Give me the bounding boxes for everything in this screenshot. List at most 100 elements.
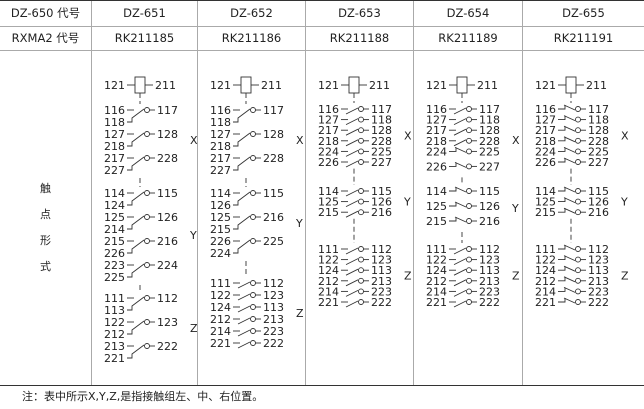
terminal-label: 216 bbox=[157, 235, 178, 248]
terminal-label: 223 bbox=[104, 259, 125, 272]
changeover-blade-icon bbox=[127, 344, 145, 359]
contact-point-icon bbox=[144, 131, 150, 137]
terminal-label: 122 bbox=[210, 289, 231, 302]
model-cell: DZ-652 bbox=[230, 6, 273, 20]
break-blade-icon bbox=[454, 216, 467, 223]
terminal-label: 127 bbox=[318, 114, 339, 127]
contact-point-icon bbox=[144, 262, 150, 268]
make-blade-icon bbox=[453, 128, 467, 136]
changeover-blade-icon bbox=[127, 320, 145, 335]
terminal-label: 122 bbox=[535, 254, 556, 267]
contact-lead bbox=[558, 115, 566, 121]
make-blade-icon bbox=[237, 317, 251, 325]
contact-point-icon bbox=[358, 246, 364, 252]
terminal-label: 116 bbox=[104, 104, 125, 117]
terminal-label: 115 bbox=[588, 185, 609, 198]
contact-point-icon bbox=[144, 214, 150, 220]
contact-lead bbox=[449, 147, 457, 152]
terminal-label: 217 bbox=[104, 152, 125, 165]
terminal-label: 128 bbox=[263, 128, 284, 141]
contact-point-icon bbox=[466, 188, 472, 194]
terminal-label: 113 bbox=[104, 304, 125, 317]
break-blade-icon bbox=[454, 201, 467, 208]
terminal-label: 214 bbox=[426, 285, 447, 298]
break-blade-icon bbox=[563, 297, 576, 304]
terminal-label: 123 bbox=[479, 254, 500, 267]
terminal-label: 118 bbox=[479, 114, 500, 127]
contact-point-icon bbox=[466, 246, 472, 252]
terminal-label: 214 bbox=[104, 223, 125, 236]
terminal-label: 117 bbox=[479, 103, 500, 116]
row1-header: DZ-650 代号 bbox=[10, 6, 81, 20]
code-cell: RK211188 bbox=[329, 31, 390, 45]
break-blade-icon bbox=[563, 115, 576, 122]
contact-point-icon bbox=[250, 316, 256, 322]
contact-form-table: DZ-650 代号 RXMA2 代号 DZ-651 DZ-652 DZ-653 … bbox=[0, 0, 644, 386]
terminal-label: 216 bbox=[588, 206, 609, 219]
contact-point-icon bbox=[575, 137, 581, 144]
group-label: Y bbox=[403, 196, 411, 209]
coil-left-terminal: 121 bbox=[318, 79, 339, 92]
changeover-blade-icon bbox=[127, 239, 145, 254]
terminal-label: 128 bbox=[588, 124, 609, 137]
contact-lead bbox=[558, 266, 566, 271]
terminal-label: 114 bbox=[426, 185, 447, 198]
terminal-label: 225 bbox=[588, 145, 609, 158]
break-blade-icon bbox=[563, 125, 576, 132]
contact-point-icon bbox=[144, 190, 150, 196]
make-blade-icon bbox=[345, 107, 359, 115]
terminal-label: 226 bbox=[210, 235, 231, 248]
terminal-label: 222 bbox=[157, 340, 178, 353]
make-blade-icon bbox=[345, 128, 359, 136]
make-blade-icon bbox=[237, 329, 251, 337]
contact-point-icon bbox=[575, 106, 581, 112]
contact-point-icon bbox=[250, 107, 256, 113]
terminal-label: 116 bbox=[210, 104, 231, 117]
terminal-label: 128 bbox=[157, 128, 178, 141]
footnote: 注：表中所示X,Y,Z,是指接触组左、中、右位置。 bbox=[22, 390, 264, 403]
contact-point-icon bbox=[575, 127, 581, 134]
terminal-label: 225 bbox=[263, 235, 284, 248]
contact-point-icon bbox=[358, 159, 364, 165]
contact-point-icon bbox=[358, 256, 364, 263]
row-divider bbox=[0, 26, 644, 27]
terminal-label: 124 bbox=[426, 264, 447, 277]
group-label: Y bbox=[189, 229, 197, 242]
terminal-label: 216 bbox=[371, 206, 392, 219]
model-cell: DZ-654 bbox=[446, 6, 490, 20]
terminal-label: 115 bbox=[263, 187, 284, 200]
make-blade-icon bbox=[345, 258, 359, 266]
group-label: Y bbox=[620, 196, 628, 209]
group-label: Y bbox=[511, 202, 519, 215]
terminal-label: 114 bbox=[210, 187, 231, 200]
coil-left-terminal: 121 bbox=[426, 79, 447, 92]
contact-diagram-dz655: 121 211 116 117 127 118 217 128 218 228 224 225 226 2… bbox=[535, 76, 629, 309]
make-blade-icon bbox=[453, 139, 467, 147]
break-blade-icon bbox=[563, 186, 576, 193]
terminal-label: 216 bbox=[479, 215, 500, 228]
terminal-label: 125 bbox=[210, 211, 231, 224]
terminal-label: 118 bbox=[371, 114, 392, 127]
changeover-blade-icon bbox=[127, 263, 145, 278]
group-label: Z bbox=[512, 270, 520, 283]
contact-point-icon bbox=[358, 267, 364, 274]
coil-right-terminal: 211 bbox=[477, 79, 498, 92]
coil-icon bbox=[565, 76, 577, 94]
make-blade-icon bbox=[453, 289, 467, 297]
terminal-label: 212 bbox=[104, 328, 125, 341]
terminal-label: 225 bbox=[104, 271, 125, 284]
terminal-label: 224 bbox=[426, 145, 447, 158]
contact-point-icon bbox=[358, 288, 364, 295]
contact-point-icon bbox=[466, 299, 472, 305]
terminal-label: 228 bbox=[479, 135, 500, 148]
column-divider bbox=[91, 1, 92, 385]
terminal-label: 215 bbox=[210, 223, 231, 236]
terminal-label: 221 bbox=[318, 296, 339, 309]
contact-point-icon bbox=[575, 209, 581, 216]
contact-point-icon bbox=[575, 256, 581, 263]
terminal-label: 221 bbox=[426, 296, 447, 309]
contact-point-icon bbox=[144, 238, 150, 244]
contact-point-icon bbox=[466, 116, 472, 123]
terminal-label: 228 bbox=[371, 135, 392, 148]
changeover-blade-icon bbox=[127, 132, 145, 147]
